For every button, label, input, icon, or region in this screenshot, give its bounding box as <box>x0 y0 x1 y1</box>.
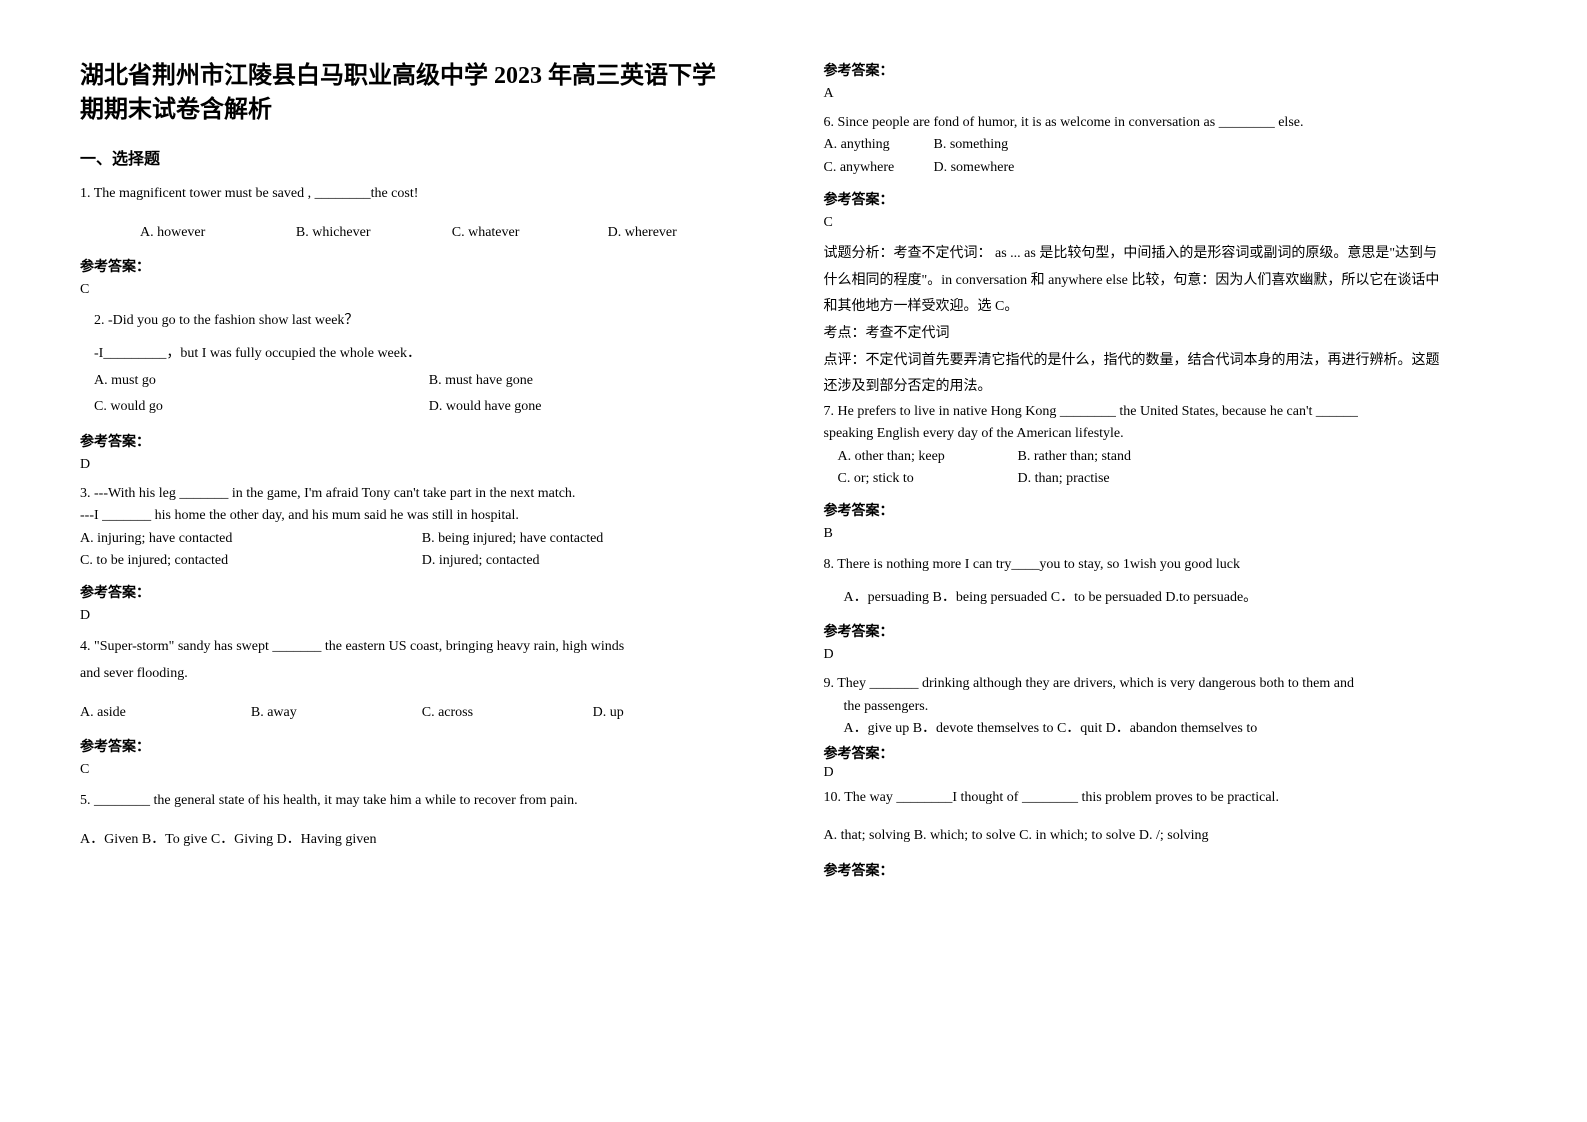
q1-opt-c: C. whatever <box>452 220 608 247</box>
q1-opt-a: A. however <box>140 220 296 247</box>
q4-opt-a: A. aside <box>80 700 251 727</box>
q6-answer-label: 参考答案： <box>824 189 1508 209</box>
q7-answer-label: 参考答案： <box>824 500 1508 520</box>
q1-answer: C <box>80 282 764 298</box>
q1-answer-label: 参考答案： <box>80 256 764 276</box>
q7-opt-c: C. or; stick to <box>838 468 988 490</box>
q2-opt-d: D. would have gone <box>429 394 764 421</box>
q7-answer: B <box>824 526 1508 542</box>
q10-answer-label: 参考答案： <box>824 860 1508 880</box>
question-3-line1: 3. ---With his leg _______ in the game, … <box>80 483 764 505</box>
q3-opt-d: D. injured; contacted <box>422 550 764 572</box>
q2-answer: D <box>80 457 764 473</box>
section-heading: 一、选择题 <box>80 145 764 169</box>
question-7-options-row2: C. or; stick to D. than; practise <box>824 468 1508 490</box>
question-3-options-row1: A. injuring; have contacted B. being inj… <box>80 528 764 550</box>
question-2-options-row1: A. must go B. must have gone <box>80 368 764 395</box>
q9-answer-label: 参考答案： <box>824 743 1508 763</box>
question-5-options: A．Given B．To give C．Giving D．Having give… <box>80 827 764 854</box>
question-9-line1: 9. They _______ drinking although they a… <box>824 673 1508 695</box>
question-3-options-row2: C. to be injured; contacted D. injured; … <box>80 550 764 572</box>
q3-answer-label: 参考答案： <box>80 582 764 602</box>
question-4-line1: 4. "Super-storm" sandy has swept _______… <box>80 634 764 661</box>
q4-opt-b: B. away <box>251 700 422 727</box>
q6-opt-d: D. somewhere <box>934 157 1015 179</box>
q2-opt-a: A. must go <box>94 368 429 395</box>
question-7-line1: 7. He prefers to live in native Hong Kon… <box>824 401 1508 423</box>
right-column: 参考答案： A 6. Since people are fond of humo… <box>794 60 1538 1082</box>
question-9-line2: the passengers. <box>824 696 1508 718</box>
q6-explain-3: 和其他地方一样受欢迎。选 C。 <box>824 294 1508 321</box>
question-10-options: A. that; solving B. which; to solve C. i… <box>824 823 1508 850</box>
q6-opt-c: C. anywhere <box>824 157 914 179</box>
q6-opt-b: B. something <box>934 134 1009 156</box>
q4-opt-c: C. across <box>422 700 593 727</box>
q3-answer: D <box>80 608 764 624</box>
q3-opt-a: A. injuring; have contacted <box>80 528 422 550</box>
question-8-line1: 8. There is nothing more I can try____yo… <box>824 552 1508 579</box>
question-7-options-row1: A. other than; keep B. rather than; stan… <box>824 446 1508 468</box>
q2-opt-b: B. must have gone <box>429 368 764 395</box>
question-6-options-row2: C. anywhere D. somewhere <box>824 157 1508 179</box>
q6-explain-1: 试题分析：考查不定代词： as ... as 是比较句型，中间插入的是形容词或副… <box>824 241 1508 268</box>
q5-answer: A <box>824 86 1508 102</box>
q3-opt-c: C. to be injured; contacted <box>80 550 422 572</box>
q8-answer: D <box>824 647 1508 663</box>
question-5-line1: 5. ________ the general state of his hea… <box>80 788 764 815</box>
q6-explain-4: 考点：考查不定代词 <box>824 321 1508 348</box>
q4-answer: C <box>80 762 764 778</box>
question-1-options: A. however B. whichever C. whatever D. w… <box>80 220 764 247</box>
q3-opt-b: B. being injured; have contacted <box>422 528 764 550</box>
q9-answer: D <box>824 765 1508 781</box>
question-6-options-row1: A. anything B. something <box>824 134 1508 156</box>
q7-opt-a: A. other than; keep <box>838 446 988 468</box>
question-10-line1: 10. The way ________I thought of _______… <box>824 785 1508 812</box>
title-line-2: 期期末试卷含解析 <box>80 94 764 128</box>
question-2-line1: 2. -Did you go to the fashion show last … <box>80 308 764 335</box>
question-2-options-row2: C. would go D. would have gone <box>80 394 764 421</box>
q1-opt-d: D. wherever <box>608 220 764 247</box>
question-2-line2: -I_________，but I was fully occupied the… <box>80 341 764 368</box>
q6-explain-6: 还涉及到部分否定的用法。 <box>824 374 1508 401</box>
question-6-line1: 6. Since people are fond of humor, it is… <box>824 112 1508 134</box>
left-column: 湖北省荆州市江陵县白马职业高级中学 2023 年高三英语下学 期期末试卷含解析 … <box>50 60 794 1082</box>
question-1-stem: 1. The magnificent tower must be saved ,… <box>80 181 764 208</box>
q6-opt-a: A. anything <box>824 134 914 156</box>
q4-answer-label: 参考答案： <box>80 736 764 756</box>
question-7-line2: speaking English every day of the Americ… <box>824 423 1508 445</box>
q6-explain-5: 点评：不定代词首先要弄清它指代的是什么，指代的数量，结合代词本身的用法，再进行辨… <box>824 348 1508 375</box>
question-4-options: A. aside B. away C. across D. up <box>80 700 764 727</box>
question-8-options: A．persuading B．being persuaded C．to be p… <box>824 585 1508 612</box>
q8-answer-label: 参考答案： <box>824 621 1508 641</box>
q2-answer-label: 参考答案： <box>80 431 764 451</box>
q4-opt-d: D. up <box>593 700 764 727</box>
q6-explain-2: 什么相同的程度"。in conversation 和 anywhere else… <box>824 268 1508 295</box>
q6-answer: C <box>824 215 1508 231</box>
q7-opt-b: B. rather than; stand <box>1018 446 1132 468</box>
q7-opt-d: D. than; practise <box>1018 468 1110 490</box>
title-line-1: 湖北省荆州市江陵县白马职业高级中学 2023 年高三英语下学 <box>80 60 764 94</box>
document-title: 湖北省荆州市江陵县白马职业高级中学 2023 年高三英语下学 期期末试卷含解析 <box>80 60 764 127</box>
question-3-line2: ---I _______ his home the other day, and… <box>80 505 764 527</box>
question-4-line2: and sever flooding. <box>80 661 764 688</box>
question-9-options: A．give up B．devote themselves to C．quit … <box>824 718 1508 740</box>
q2-opt-c: C. would go <box>94 394 429 421</box>
q5-answer-label: 参考答案： <box>824 60 1508 80</box>
q1-opt-b: B. whichever <box>296 220 452 247</box>
